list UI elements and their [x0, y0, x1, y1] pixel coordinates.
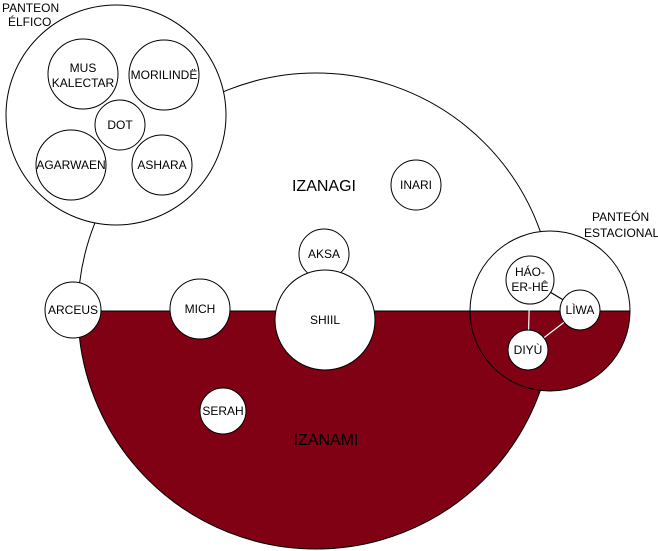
- ashara-label: ASHARA: [137, 158, 186, 172]
- agarwaen-node: [35, 129, 107, 201]
- morilinde-label: MORILINDË: [131, 68, 198, 82]
- mus-kalectar-label-line1: MUS: [70, 61, 97, 75]
- dot-label: DOT: [107, 118, 133, 132]
- liwa-label: LÌWA: [566, 302, 595, 317]
- haoerhe-node: [505, 255, 555, 305]
- agarwaen-label: AGARWAEN: [36, 158, 105, 172]
- panteon-estacional-circle: [469, 230, 631, 392]
- panteon-elfico-label-line1: PANTEON: [2, 1, 59, 15]
- mus-kalectar-label-line2: KALECTAR: [52, 76, 115, 90]
- arceus-node: [44, 281, 102, 339]
- panteon-estacional-label-line2: ESTACIONAL: [584, 226, 658, 240]
- shiil-node: [274, 269, 376, 371]
- diyu-node: [507, 329, 549, 371]
- panteon-estacional-group: PANTEÓN ESTACIONAL HÁO- ER-HÊ LÌWA DIYÙ: [469, 209, 658, 392]
- haoerhe-label-line1: HÁO-: [515, 264, 545, 279]
- haoerhe-label-line2: ER-HÊ: [511, 279, 548, 294]
- aksa-label: AKSA: [308, 247, 340, 261]
- panteon-elfico-label-line2: ÉLFICO: [8, 14, 51, 29]
- inari-node: [390, 159, 442, 211]
- panteon-estacional-label-line1: PANTEÓN: [592, 209, 649, 224]
- shiil-label: SHIIL: [310, 313, 340, 327]
- mich-node: [169, 278, 231, 340]
- morilinde-node: [128, 39, 200, 111]
- dot-node: [94, 99, 146, 151]
- panteon-elfico-group: PANTEON ÉLFICO MUS KALECTAR MORILINDË AG…: [2, 1, 227, 226]
- panteon-estacional-lower: [470, 311, 630, 391]
- izanagi-label: IZANAGI: [292, 178, 356, 195]
- inari-label: INARI: [400, 178, 432, 192]
- mich-label: MICH: [185, 302, 216, 316]
- ashara-node: [131, 134, 193, 196]
- diyu-label: DIYÙ: [514, 342, 543, 357]
- izanami-label: IZANAMI: [294, 432, 359, 449]
- mus-kalectar-node: [47, 38, 119, 110]
- liwa-node: [559, 289, 601, 331]
- arceus-label: ARCEUS: [48, 303, 98, 317]
- serah-node: [199, 387, 247, 435]
- serah-label: SERAH: [202, 404, 243, 418]
- izanami-region: [78, 311, 554, 549]
